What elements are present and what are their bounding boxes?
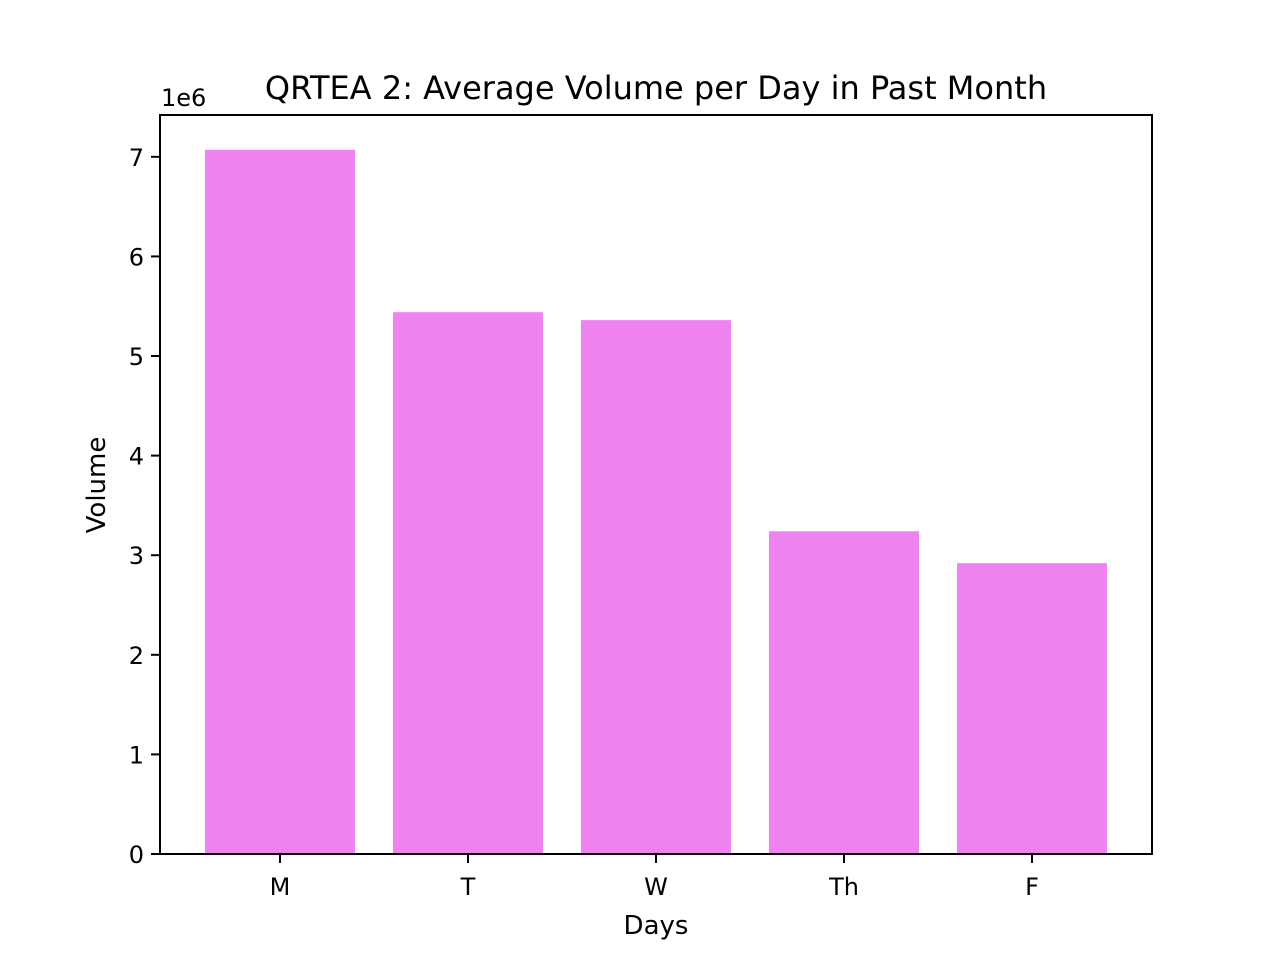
y-tick-label: 2 [129,642,144,670]
bar-w [581,320,731,854]
y-tick-label: 1 [129,741,144,769]
y-axis-ticks: 0 1 2 3 4 5 6 7 [129,144,160,869]
x-tick-label: F [1025,873,1039,901]
x-tick-label: T [460,873,476,901]
bar-f [957,563,1107,854]
y-axis-offset-label: 1e6 [161,84,206,112]
x-axis-ticks: M T W Th F [270,854,1039,901]
bar-th [769,531,919,854]
y-tick-label: 3 [129,542,144,570]
x-axis-label: Days [624,911,689,941]
y-tick-label: 7 [129,144,144,172]
y-tick-label: 0 [129,841,144,869]
y-tick-label: 5 [129,343,144,371]
plot-area-frame [159,114,1153,855]
y-tick-label: 6 [129,243,144,271]
bars-group [205,149,1107,854]
y-axis-label: Volume [82,437,112,534]
x-tick-label: Th [828,873,859,901]
x-tick-label: W [644,873,668,901]
y-tick-label: 4 [129,443,144,471]
bar-t [393,312,543,854]
x-tick-label: M [270,873,291,901]
chart-title: QRTEA 2: Average Volume per Day in Past … [265,69,1047,107]
bar-m [205,149,355,854]
